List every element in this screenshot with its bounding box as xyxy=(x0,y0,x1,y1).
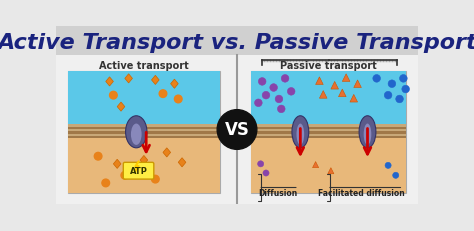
FancyBboxPatch shape xyxy=(68,125,220,127)
Circle shape xyxy=(400,75,407,83)
FancyBboxPatch shape xyxy=(56,56,418,204)
Polygon shape xyxy=(350,95,357,103)
Ellipse shape xyxy=(126,116,147,148)
FancyBboxPatch shape xyxy=(68,136,220,139)
Text: Diffusion: Diffusion xyxy=(258,188,297,198)
FancyBboxPatch shape xyxy=(68,138,220,193)
Polygon shape xyxy=(319,91,327,99)
Ellipse shape xyxy=(297,124,304,145)
Polygon shape xyxy=(316,78,323,85)
Circle shape xyxy=(384,92,392,100)
Polygon shape xyxy=(171,80,178,89)
Polygon shape xyxy=(328,168,334,174)
Polygon shape xyxy=(338,90,346,97)
FancyBboxPatch shape xyxy=(251,127,406,130)
FancyBboxPatch shape xyxy=(68,130,220,132)
Polygon shape xyxy=(312,162,319,168)
Ellipse shape xyxy=(292,116,309,148)
Circle shape xyxy=(152,176,159,183)
Circle shape xyxy=(255,100,262,107)
Circle shape xyxy=(281,75,289,83)
FancyBboxPatch shape xyxy=(251,132,406,134)
Circle shape xyxy=(109,92,117,100)
Polygon shape xyxy=(152,76,159,85)
Circle shape xyxy=(174,96,182,103)
Text: ATP: ATP xyxy=(129,167,147,176)
Circle shape xyxy=(102,179,109,187)
Text: Facilitated diffusion: Facilitated diffusion xyxy=(318,188,405,198)
Circle shape xyxy=(262,92,270,100)
Circle shape xyxy=(388,81,396,88)
Circle shape xyxy=(270,84,277,92)
Polygon shape xyxy=(106,78,113,87)
Polygon shape xyxy=(354,81,361,88)
Text: Active Transport vs. Passive Transport: Active Transport vs. Passive Transport xyxy=(0,33,474,52)
Circle shape xyxy=(275,96,283,103)
Polygon shape xyxy=(331,82,338,90)
FancyBboxPatch shape xyxy=(68,132,220,134)
Circle shape xyxy=(217,110,257,150)
Ellipse shape xyxy=(131,124,142,145)
FancyBboxPatch shape xyxy=(251,71,406,193)
Circle shape xyxy=(94,153,102,160)
Polygon shape xyxy=(125,74,132,84)
Circle shape xyxy=(258,78,266,86)
FancyBboxPatch shape xyxy=(251,138,406,193)
FancyBboxPatch shape xyxy=(251,136,406,139)
FancyBboxPatch shape xyxy=(68,71,220,193)
Circle shape xyxy=(402,86,410,94)
Polygon shape xyxy=(178,158,186,167)
FancyBboxPatch shape xyxy=(68,127,220,130)
Text: VS: VS xyxy=(225,121,249,139)
Ellipse shape xyxy=(364,124,371,145)
FancyBboxPatch shape xyxy=(251,71,406,126)
Circle shape xyxy=(159,90,167,98)
Circle shape xyxy=(385,163,391,169)
Polygon shape xyxy=(113,160,121,169)
Polygon shape xyxy=(140,156,148,165)
FancyBboxPatch shape xyxy=(68,71,220,126)
Circle shape xyxy=(373,75,381,83)
Polygon shape xyxy=(342,74,350,82)
Circle shape xyxy=(392,173,399,179)
Polygon shape xyxy=(163,148,171,157)
Text: Active transport: Active transport xyxy=(99,60,189,70)
Circle shape xyxy=(396,96,403,103)
FancyBboxPatch shape xyxy=(251,134,406,136)
FancyBboxPatch shape xyxy=(251,130,406,132)
Circle shape xyxy=(257,161,264,167)
FancyBboxPatch shape xyxy=(123,163,154,179)
Circle shape xyxy=(121,172,128,179)
FancyBboxPatch shape xyxy=(251,125,406,127)
FancyBboxPatch shape xyxy=(68,134,220,136)
FancyBboxPatch shape xyxy=(56,27,418,56)
Circle shape xyxy=(277,106,285,113)
Circle shape xyxy=(263,170,269,176)
Circle shape xyxy=(287,88,295,96)
Text: Passive transport: Passive transport xyxy=(280,60,377,70)
Polygon shape xyxy=(117,103,125,112)
Ellipse shape xyxy=(359,116,376,148)
